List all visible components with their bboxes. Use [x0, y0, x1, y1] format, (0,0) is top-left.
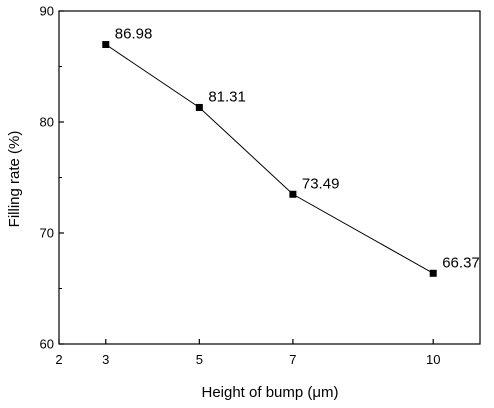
data-point [102, 41, 110, 49]
x-tick-label: 10 [426, 352, 440, 367]
y-axis: 60 70 80 90 [40, 4, 64, 352]
plot-frame [58, 10, 481, 345]
data-label: 73.49 [302, 175, 340, 192]
data-point [289, 190, 297, 198]
x-tick-label: 5 [196, 352, 203, 367]
data-point [195, 103, 203, 111]
data-label: 86.98 [115, 26, 153, 43]
series-line: 86.98 81.31 73.49 66.37 [102, 26, 480, 277]
x-axis-label: Height of bump (μm) [201, 384, 338, 401]
y-tick-label: 80 [40, 115, 54, 130]
y-axis-label: Filling rate (%) [6, 131, 23, 228]
data-label: 81.31 [208, 88, 246, 105]
y-tick-label: 90 [40, 4, 54, 19]
x-tick-label: 7 [289, 352, 296, 367]
x-tick-label: 2 [55, 352, 62, 367]
data-point [429, 269, 437, 277]
plot-border [58, 10, 481, 345]
series-polyline [105, 44, 434, 274]
x-axis: 2 3 5 7 10 [55, 339, 440, 367]
y-tick-label: 70 [40, 226, 54, 241]
x-tick-label: 3 [102, 352, 109, 367]
y-tick-label: 60 [40, 337, 54, 352]
data-label: 66.37 [442, 254, 480, 271]
